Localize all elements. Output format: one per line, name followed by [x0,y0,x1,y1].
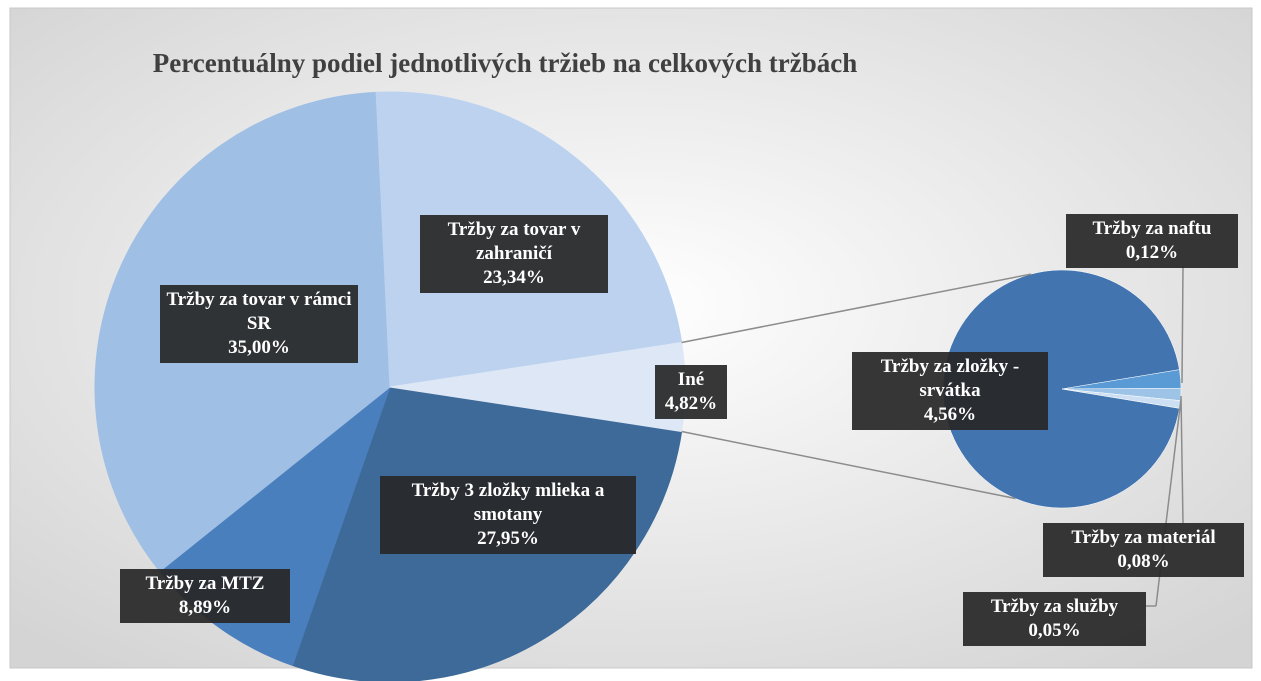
connector-line [681,430,1016,500]
label-value: 23,34% [483,267,545,289]
label-category: Tržby za MTZ [145,573,265,594]
label-category: Tržby za zložky - srvátka [880,356,1020,402]
data-label: Tržby 3 zložky mlieka a smotany 27,95% [380,476,636,555]
connector-line [681,273,1032,344]
label-value: 0,05% [1028,620,1081,642]
label-category: Tržby 3 zložky mlieka a smotany [411,480,605,526]
label-value: 8,89% [178,597,232,619]
label-category: Tržby za naftu [1092,218,1212,239]
leader-line [1180,395,1184,524]
chart-title: Percentuálny podiel jednotlivých tržieb … [153,48,857,78]
label-category: Iné [677,369,705,390]
label-category: Tržby za materiál [1071,527,1216,548]
leader-line [1181,265,1184,384]
data-label: Iné 4,82% [655,365,727,420]
data-label: Tržby za zložky - srvátka 4,56% [852,352,1048,431]
label-value: 35,00% [228,337,290,359]
label-value: 4,82% [664,393,718,415]
data-label: Tržby za tovar v zahraničí 23,34% [420,215,608,294]
data-label: Tržby za materiál 0,08% [1043,523,1244,578]
data-label: Tržby za naftu 0,12% [1066,214,1238,269]
label-category: Tržby za tovar v zahraničí [447,219,581,265]
data-label: Tržby za MTZ 8,89% [120,569,290,624]
data-label: Tržby za služby 0,05% [963,592,1146,647]
label-value: 4,56% [923,404,977,426]
label-value: 27,95% [477,528,539,550]
label-category: Tržby za služby [990,596,1119,617]
data-label: Tržby za tovar v rámci SR 35,00% [160,285,358,364]
label-value: 0,12% [1125,242,1179,264]
label-value: 0,08% [1117,551,1170,573]
label-category: Tržby za tovar v rámci SR [166,289,352,335]
